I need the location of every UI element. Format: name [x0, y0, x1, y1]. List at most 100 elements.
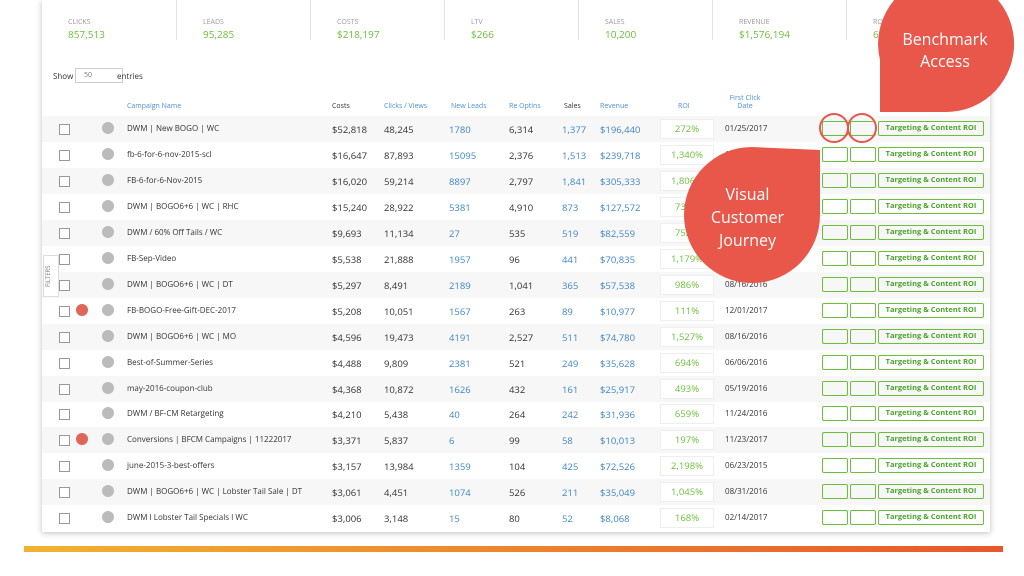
checkbox[interactable]: [59, 487, 70, 499]
targeting-button[interactable]: Targeting & Content ROI: [878, 510, 984, 526]
targeting-button[interactable]: Targeting & Content ROI: [878, 432, 984, 448]
campaign-name[interactable]: DWM | BOGO6+6 | WC | RHC: [127, 200, 239, 212]
column-header[interactable]: Campaign Name: [127, 102, 182, 111]
checkbox[interactable]: [59, 124, 70, 135]
targeting-button[interactable]: Targeting & Content ROI: [878, 198, 984, 214]
benchmark-button[interactable]: [850, 224, 876, 240]
checkbox[interactable]: [59, 149, 70, 161]
checkbox[interactable]: [59, 279, 70, 291]
journey-button[interactable]: [822, 354, 848, 370]
campaign-name[interactable]: june-2015-3-best-offers: [127, 460, 215, 472]
column-header[interactable]: ROI: [678, 102, 690, 111]
checkbox[interactable]: [59, 461, 70, 473]
roi: 197%: [660, 430, 714, 451]
journey-button[interactable]: [822, 276, 848, 292]
re-optins: 263: [509, 304, 526, 318]
journey-button[interactable]: [822, 198, 848, 214]
benchmark-button[interactable]: [850, 484, 876, 500]
targeting-button[interactable]: Targeting & Content ROI: [878, 302, 984, 318]
stat-label: LEADS: [203, 18, 224, 27]
column-header[interactable]: New Leads: [451, 102, 487, 111]
checkbox[interactable]: [59, 435, 70, 447]
roi: 694%: [660, 352, 714, 373]
checkbox[interactable]: [59, 227, 70, 239]
checkbox[interactable]: [59, 357, 70, 369]
campaign-name[interactable]: DWM | BOGO6+6 | WC | Lobster Tail Sale |…: [127, 486, 303, 498]
journey-button[interactable]: [822, 224, 848, 240]
benchmark-button[interactable]: [850, 328, 876, 344]
targeting-button[interactable]: Targeting & Content ROI: [878, 250, 984, 266]
journey-button[interactable]: [822, 432, 848, 448]
column-header[interactable]: Costs: [332, 102, 350, 111]
targeting-button[interactable]: Targeting & Content ROI: [878, 172, 984, 188]
benchmark-button[interactable]: [850, 432, 876, 448]
column-header[interactable]: Revenue: [600, 102, 629, 111]
targeting-button[interactable]: Targeting & Content ROI: [878, 224, 984, 240]
campaign-name[interactable]: Conversions | BFCM Campaigns | 11222017: [127, 434, 292, 446]
checkbox[interactable]: [59, 201, 70, 213]
journey-button[interactable]: [822, 406, 848, 422]
checkbox[interactable]: [59, 305, 70, 317]
checkbox[interactable]: [59, 253, 70, 265]
re-optins: 526: [509, 486, 526, 500]
targeting-button[interactable]: Targeting & Content ROI: [878, 380, 984, 396]
column-header[interactable]: Re Optins: [509, 102, 541, 111]
targeting-button[interactable]: Targeting & Content ROI: [878, 354, 984, 370]
benchmark-button[interactable]: [850, 510, 876, 526]
benchmark-button[interactable]: [850, 406, 876, 422]
campaign-name[interactable]: DWM | New BOGO | WC: [127, 123, 220, 134]
targeting-button[interactable]: Targeting & Content ROI: [878, 276, 984, 292]
checkbox[interactable]: [59, 409, 70, 421]
benchmark-button[interactable]: [850, 276, 876, 292]
campaign-name[interactable]: DWM | BOGO6+6 | WC | DT: [127, 278, 233, 290]
targeting-button[interactable]: Targeting & Content ROI: [878, 458, 984, 474]
campaign-name[interactable]: DWM | BOGO6+6 | WC | MO: [127, 330, 237, 342]
campaign-name[interactable]: FB-BOGO-Free-Gift-DEC-2017: [127, 304, 236, 316]
benchmark-button[interactable]: [850, 146, 876, 162]
targeting-button[interactable]: Targeting & Content ROI: [878, 406, 984, 422]
journey-button[interactable]: [822, 328, 848, 344]
targeting-button[interactable]: Targeting & Content ROI: [878, 328, 984, 344]
journey-button[interactable]: [822, 302, 848, 318]
checkbox[interactable]: [59, 383, 70, 395]
campaign-name[interactable]: FB-6-for-6-Nov-2015: [127, 174, 203, 186]
campaign-icon: [102, 511, 114, 524]
benchmark-button[interactable]: [850, 198, 876, 214]
checkbox[interactable]: [59, 513, 70, 525]
benchmark-button[interactable]: [850, 458, 876, 474]
targeting-button[interactable]: Targeting & Content ROI: [878, 121, 984, 136]
journey-button[interactable]: [822, 510, 848, 526]
targeting-button[interactable]: Targeting & Content ROI: [878, 484, 984, 500]
campaign-name[interactable]: FB-Sep-Video: [127, 252, 177, 264]
campaign-name[interactable]: DWM I Lobster Tail Specials I WC: [127, 512, 248, 524]
stat-label: COSTS: [337, 18, 359, 27]
benchmark-button[interactable]: [850, 354, 876, 370]
benchmark-button[interactable]: [850, 302, 876, 318]
campaign-name[interactable]: DWM / BF-CM Retargeting: [127, 408, 224, 420]
benchmark-button[interactable]: [850, 172, 876, 188]
benchmark-button[interactable]: [850, 380, 876, 396]
benchmark-button[interactable]: [850, 250, 876, 266]
revenue: $25,917: [600, 382, 636, 396]
campaign-name[interactable]: fb-6-for-6-nov-2015-scl: [127, 148, 212, 160]
stat-value: $1,576,194: [739, 27, 790, 41]
column-header[interactable]: First Click Date: [729, 94, 761, 111]
journey-button[interactable]: [822, 146, 848, 162]
entries-select[interactable]: 50: [75, 68, 123, 83]
revenue: $31,936: [600, 408, 636, 422]
journey-button[interactable]: [822, 380, 848, 396]
checkbox[interactable]: [59, 175, 70, 187]
journey-button[interactable]: [822, 458, 848, 474]
column-header[interactable]: Sales: [564, 102, 581, 111]
targeting-button[interactable]: Targeting & Content ROI: [878, 146, 984, 162]
filters-tab[interactable]: FILTERS: [43, 255, 59, 297]
campaign-name[interactable]: Best-of-Summer-Series: [127, 356, 213, 368]
journey-button[interactable]: [822, 172, 848, 188]
journey-button[interactable]: [822, 250, 848, 266]
roi: 493%: [660, 378, 714, 399]
journey-button[interactable]: [822, 484, 848, 500]
checkbox[interactable]: [59, 331, 70, 343]
campaign-name[interactable]: may-2016-coupon-club: [127, 382, 213, 394]
column-header[interactable]: Clicks / Views: [384, 102, 428, 111]
campaign-name[interactable]: DWM / 60% Off Tails / WC: [127, 226, 223, 238]
